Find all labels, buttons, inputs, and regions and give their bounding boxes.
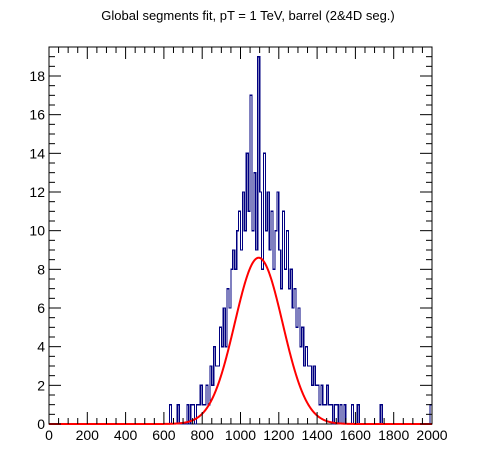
x-tick-label: 400 bbox=[114, 427, 138, 443]
plot-layer: 0 200 400 600 800 1000 1200 1400 1600 1800 2000 0 2 4… bbox=[29, 46, 448, 443]
y-tick-label: 2 bbox=[37, 377, 45, 393]
x-tick-label: 2000 bbox=[416, 427, 447, 443]
x-tick-label: 600 bbox=[152, 427, 176, 443]
x-tick-label: 1000 bbox=[225, 427, 256, 443]
y-tick-label: 0 bbox=[37, 416, 45, 432]
y-tick-label: 6 bbox=[37, 300, 45, 316]
gaussian-fit-curve bbox=[49, 256, 432, 425]
x-tick-label: 200 bbox=[76, 427, 100, 443]
y-tick-label: 18 bbox=[29, 68, 45, 84]
x-tick-label: 1400 bbox=[302, 427, 333, 443]
y-tick-label: 14 bbox=[29, 145, 45, 161]
y-tick-label: 12 bbox=[29, 184, 45, 200]
x-tick-label: 1200 bbox=[263, 427, 294, 443]
y-tick-label: 8 bbox=[37, 261, 45, 277]
x-tick-label: 1800 bbox=[378, 427, 409, 443]
y-tick-label: 16 bbox=[29, 107, 45, 123]
x-tick-label: 1600 bbox=[340, 427, 371, 443]
chart-title: Global segments fit, pT = 1 TeV, barrel … bbox=[101, 8, 395, 23]
x-tick-label: 0 bbox=[45, 427, 53, 443]
y-tick-label: 10 bbox=[29, 223, 45, 239]
y-tick-label: 4 bbox=[37, 339, 45, 355]
x-tick-label: 800 bbox=[191, 427, 215, 443]
